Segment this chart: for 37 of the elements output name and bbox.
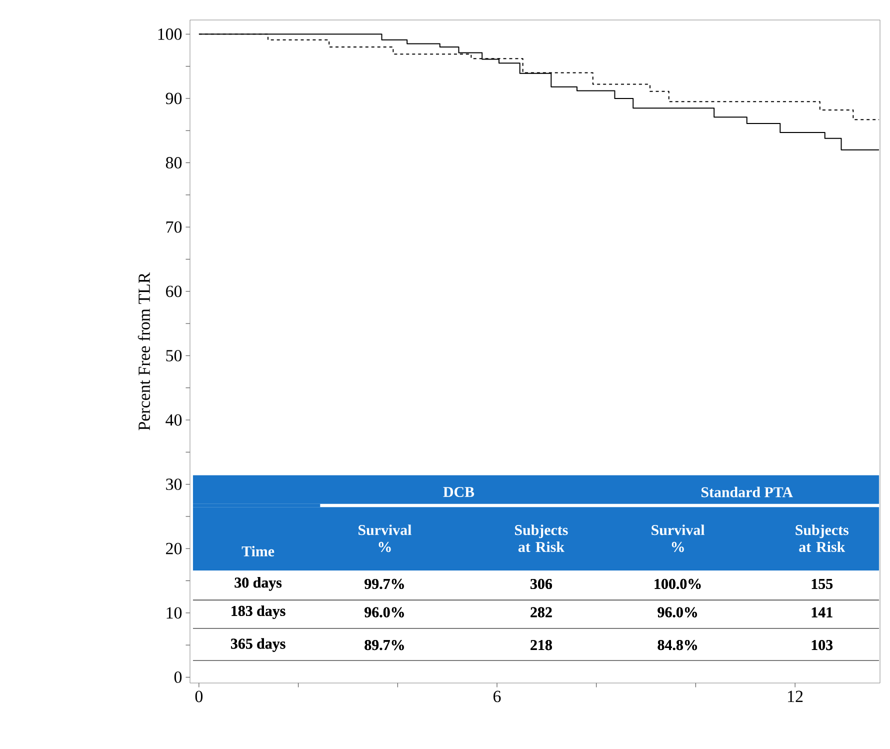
y-tick-label: 30 (166, 478, 182, 490)
y-tick-label: 20 (166, 542, 182, 554)
y-tick-label: 60 (166, 286, 182, 298)
x-tick-label: 12 (788, 690, 803, 702)
y-tick-label: 40 (166, 414, 182, 426)
annotation: 100.0% (654, 578, 701, 590)
annotation: 218 (530, 640, 552, 650)
annotation: Subjects at Risk (796, 524, 849, 552)
annotation: 141 (812, 607, 832, 618)
y-tick-label: 50 (166, 350, 182, 362)
y-tick-label: 10 (166, 607, 182, 619)
annotation: 99.7% (364, 578, 404, 590)
annotation: 183 days (232, 605, 286, 620)
annotation: Standard PTA (702, 486, 793, 498)
annotation: Survival % (358, 524, 412, 552)
annotation: 155 (812, 578, 833, 589)
annotation: Subjects at Risk (515, 524, 568, 552)
y-tick-label: 100 (158, 28, 182, 40)
annotation: 84.8% (658, 640, 697, 650)
annotation: 89.7% (364, 640, 404, 650)
y-tick-label: 80 (166, 157, 182, 168)
y-tick-label: 70 (166, 221, 182, 233)
x-tick-label: 0 (195, 690, 203, 702)
x-tick-label: 6 (494, 690, 501, 702)
annotation: 103 (812, 640, 833, 650)
y-tick-label: 90 (166, 92, 182, 104)
annotation: 282 (530, 607, 552, 618)
y-axis-title: Percent Free from TLR (138, 272, 150, 430)
annotation: Time (242, 546, 274, 556)
annotation: Survival % (652, 524, 705, 552)
annotation: 306 (530, 578, 552, 590)
annotation: 96.0% (364, 607, 404, 618)
y-tick-label: 0 (174, 671, 182, 683)
annotation: DCB (443, 486, 474, 498)
annotation: 365 days (231, 638, 286, 652)
annotation: 30 days (234, 577, 282, 591)
annotation: 96.0% (658, 607, 697, 618)
